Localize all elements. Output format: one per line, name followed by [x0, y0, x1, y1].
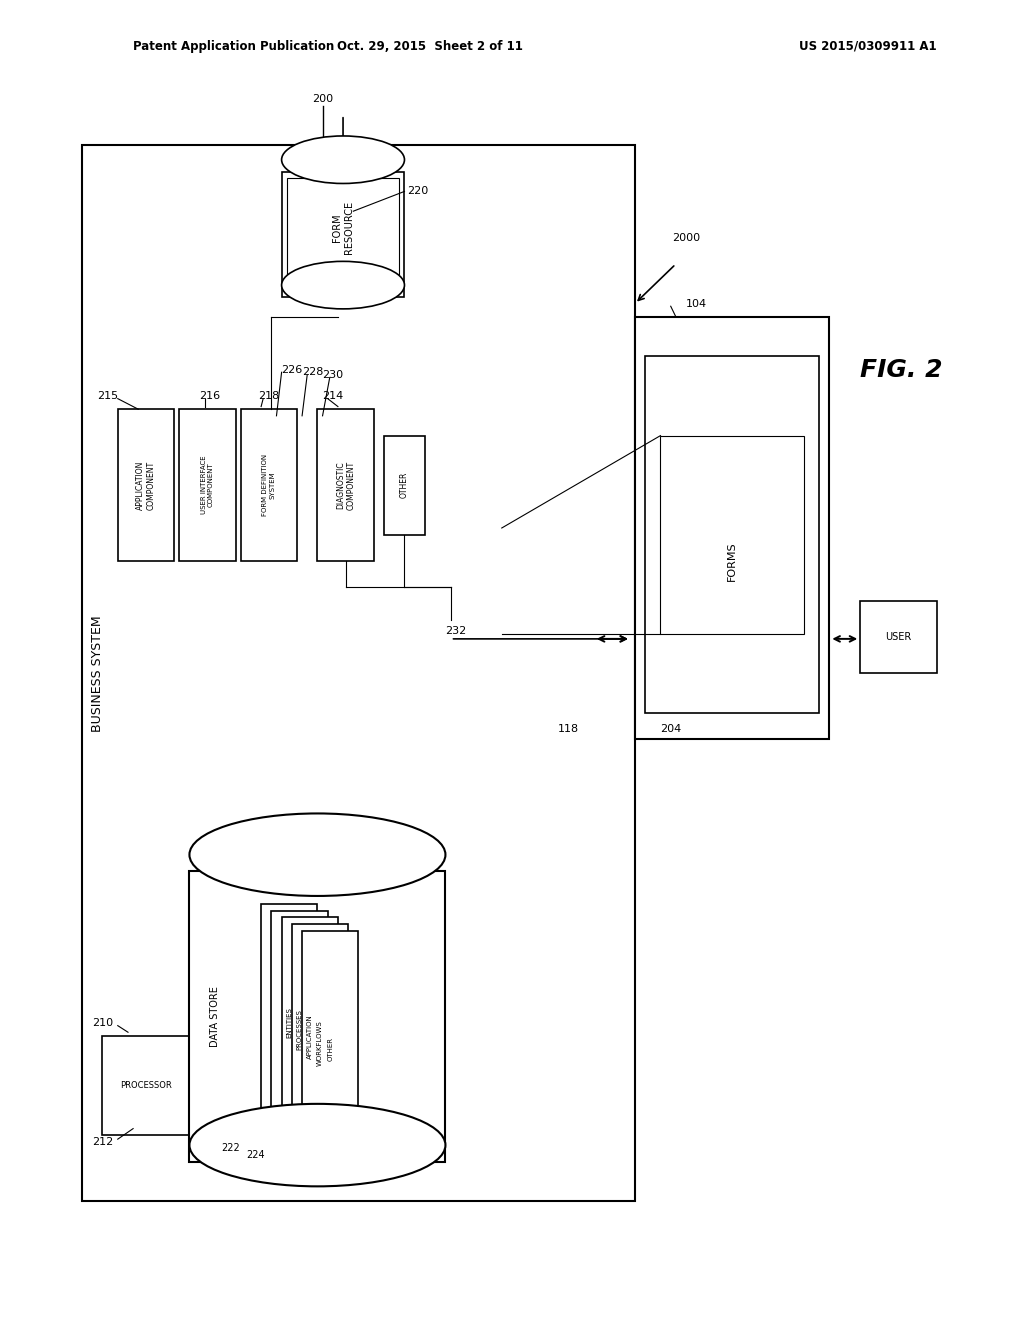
Text: 226: 226	[282, 364, 302, 375]
Text: 230: 230	[323, 370, 343, 380]
FancyBboxPatch shape	[660, 436, 804, 634]
Text: 215: 215	[97, 391, 118, 401]
Text: Oct. 29, 2015  Sheet 2 of 11: Oct. 29, 2015 Sheet 2 of 11	[337, 40, 523, 53]
FancyBboxPatch shape	[860, 601, 937, 673]
Text: DATA STORE: DATA STORE	[210, 986, 220, 1047]
FancyBboxPatch shape	[302, 931, 358, 1168]
Text: 218: 218	[258, 391, 279, 401]
FancyBboxPatch shape	[292, 924, 348, 1162]
Text: WORKFLOWS: WORKFLOWS	[317, 1020, 323, 1065]
FancyBboxPatch shape	[287, 178, 399, 277]
Ellipse shape	[189, 1104, 445, 1187]
Text: OTHER: OTHER	[400, 473, 409, 498]
Text: 204: 204	[660, 723, 681, 734]
FancyBboxPatch shape	[102, 1036, 189, 1135]
Text: 104: 104	[686, 298, 707, 309]
FancyBboxPatch shape	[317, 409, 374, 561]
Text: 232: 232	[445, 626, 466, 636]
Text: ENTITIES: ENTITIES	[287, 1007, 292, 1039]
Ellipse shape	[282, 261, 404, 309]
Text: USER INTERFACE
COMPONENT: USER INTERFACE COMPONENT	[201, 455, 214, 515]
FancyBboxPatch shape	[635, 317, 829, 739]
Text: 200: 200	[312, 94, 333, 104]
FancyBboxPatch shape	[282, 917, 338, 1155]
Ellipse shape	[189, 813, 445, 896]
FancyBboxPatch shape	[384, 436, 425, 535]
FancyBboxPatch shape	[241, 409, 297, 561]
Text: APPLICATION: APPLICATION	[307, 1014, 312, 1059]
Text: 118: 118	[558, 723, 579, 734]
Text: PROCESSES: PROCESSES	[297, 1010, 302, 1049]
FancyBboxPatch shape	[118, 409, 174, 561]
Text: FIG. 2: FIG. 2	[860, 358, 942, 381]
Text: FORMS: FORMS	[727, 541, 737, 581]
Text: 224: 224	[247, 1150, 265, 1160]
FancyBboxPatch shape	[282, 172, 404, 297]
Text: OTHER: OTHER	[328, 1038, 333, 1061]
Text: PROCESSOR: PROCESSOR	[120, 1081, 172, 1090]
Text: APPLICATION
COMPONENT: APPLICATION COMPONENT	[136, 461, 156, 510]
Text: 212: 212	[92, 1137, 113, 1147]
Ellipse shape	[282, 136, 404, 183]
FancyBboxPatch shape	[645, 356, 819, 713]
Text: DIAGNOSTIC
COMPONENT: DIAGNOSTIC COMPONENT	[336, 461, 355, 510]
Text: Patent Application Publication: Patent Application Publication	[133, 40, 335, 53]
Text: 216: 216	[200, 391, 220, 401]
Text: 220: 220	[408, 186, 428, 197]
FancyBboxPatch shape	[271, 911, 328, 1148]
Text: BUSINESS SYSTEM: BUSINESS SYSTEM	[91, 615, 103, 731]
FancyBboxPatch shape	[261, 904, 317, 1142]
Text: FORM
RESOURCE: FORM RESOURCE	[332, 201, 354, 255]
Text: FORM DEFINITION
SYSTEM: FORM DEFINITION SYSTEM	[262, 454, 275, 516]
FancyBboxPatch shape	[189, 871, 445, 1162]
Text: 228: 228	[302, 367, 323, 378]
Text: US 2015/0309911 A1: US 2015/0309911 A1	[799, 40, 936, 53]
Text: 2000: 2000	[672, 232, 700, 243]
Text: 210: 210	[92, 1018, 113, 1028]
FancyBboxPatch shape	[82, 145, 635, 1201]
Text: USER: USER	[886, 632, 911, 642]
FancyBboxPatch shape	[179, 409, 236, 561]
Text: 214: 214	[323, 391, 343, 401]
Text: 222: 222	[221, 1143, 240, 1154]
